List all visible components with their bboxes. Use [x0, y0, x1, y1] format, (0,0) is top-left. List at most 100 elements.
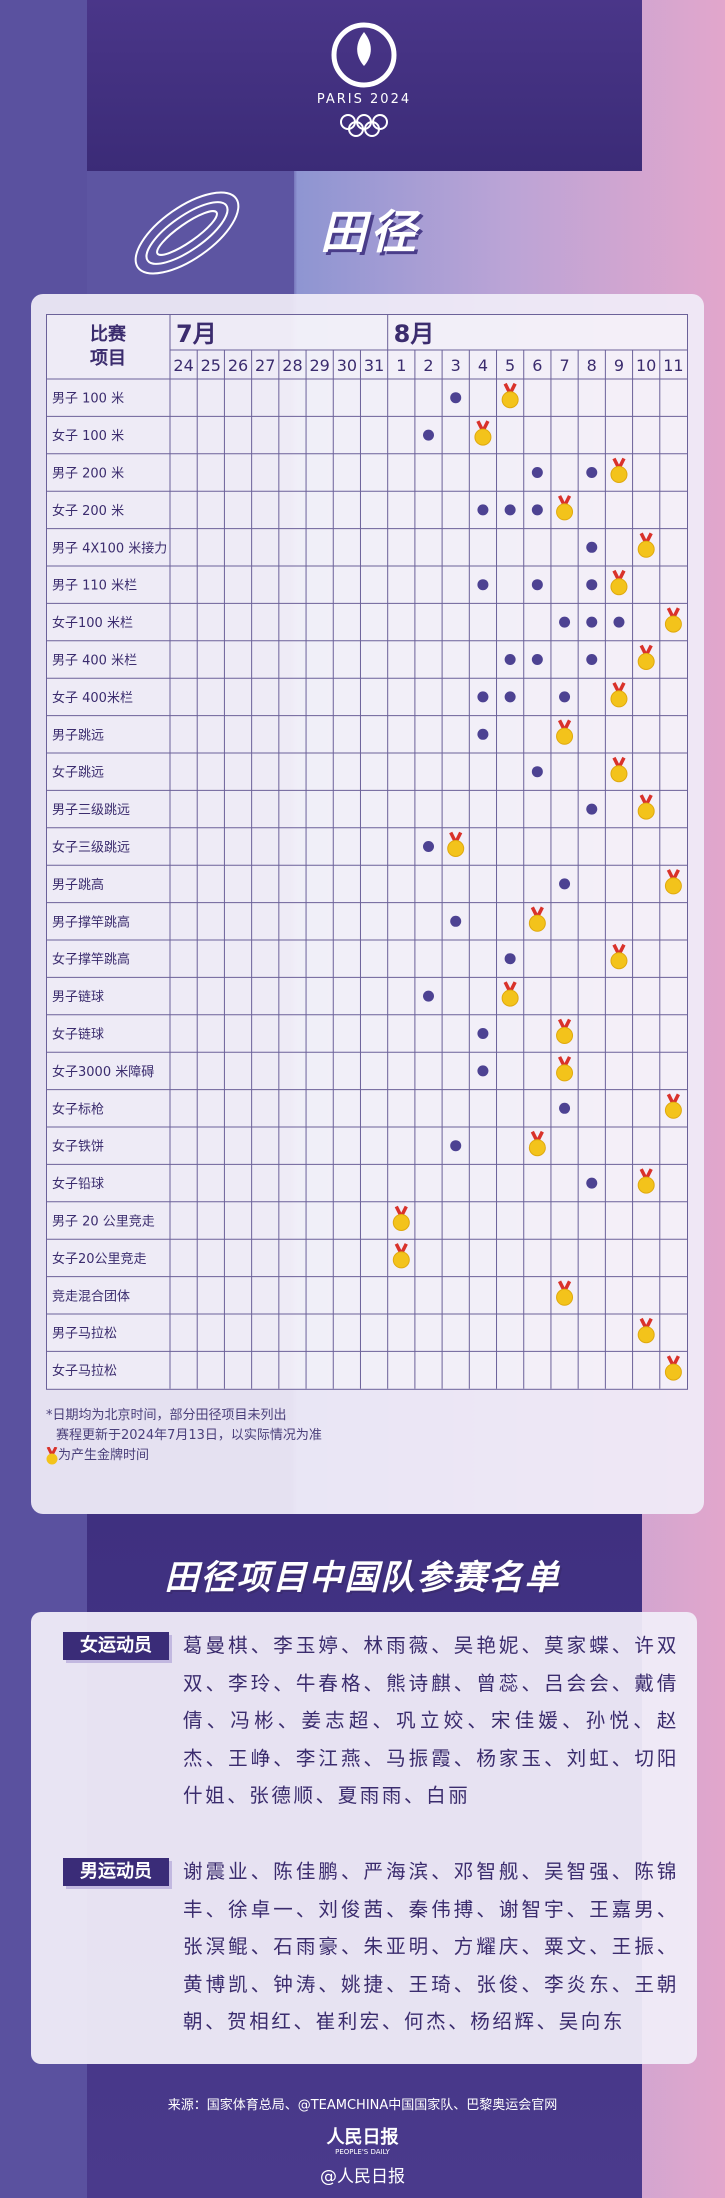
men-names: 谢震业、陈佳鹏、严海滨、邓智舰、吴智强、陈锦丰、徐卓一、刘俊茜、秦伟搏、谢智宇、…	[183, 1860, 679, 2034]
gold-medal	[392, 1205, 410, 1231]
event-name: 女子100 米栏	[52, 615, 133, 631]
day-label: 31	[364, 356, 384, 375]
medal-disc	[556, 503, 574, 521]
title: 田径	[320, 205, 420, 259]
notes: *日期均为北京时间，部分田径项目未列出 赛程更新于2024年7月13日，以实际情…	[46, 1406, 322, 1466]
competition-dot	[450, 392, 462, 404]
day-label: 10	[636, 356, 656, 375]
medal-disc	[501, 391, 519, 409]
competition-dot	[613, 616, 625, 628]
medal-disc	[637, 802, 655, 820]
legend-text: 为产生金牌时间	[58, 1448, 150, 1463]
gold-medal	[447, 831, 465, 857]
medal-disc	[447, 840, 465, 857]
gold-medal	[556, 1056, 574, 1082]
day-label: 4	[478, 356, 488, 375]
medal-disc	[556, 1027, 574, 1044]
women-names: 葛曼棋、李玉婷、林雨薇、吴艳妮、莫家蝶、许双双、李玲、牛春格、熊诗麒、曾蕊、吕会…	[183, 1634, 679, 1808]
gold-medal	[528, 1130, 546, 1157]
competition-dot	[423, 990, 434, 1002]
gold-medal	[501, 981, 519, 1007]
table-bg	[46, 314, 688, 1390]
medal-disc	[528, 914, 546, 932]
day-label: 28	[282, 356, 302, 375]
gold-medal	[610, 943, 628, 970]
event-name: 女子 100 米	[52, 428, 124, 444]
note: *日期均为北京时间，部分田径项目未列出	[46, 1408, 287, 1423]
medal-disc	[610, 466, 628, 483]
day-label: 26	[228, 356, 248, 375]
gold-medal	[474, 420, 492, 446]
gold-medal	[664, 607, 682, 633]
medal-disc	[610, 690, 628, 708]
medal-disc	[528, 1139, 546, 1157]
medal-disc	[637, 540, 655, 558]
medal-disc	[664, 1363, 682, 1381]
gold-medal	[637, 1168, 655, 1194]
day-label: 24	[173, 356, 193, 375]
legend-medal	[46, 1447, 58, 1465]
competition-dot	[450, 1140, 462, 1152]
medal-disc	[556, 1288, 574, 1306]
roster-card: 女运动员 葛曼棋、李玉婷、林雨薇、吴艳妮、莫家蝶、许双双、李玲、牛春格、熊诗麒、…	[31, 1612, 697, 2064]
event-name: 男子链球	[52, 990, 104, 1005]
gold-medal	[664, 869, 682, 895]
women-label: 女运动员	[63, 1632, 169, 1660]
event-name: 男子 4X100 米接力	[52, 540, 167, 556]
competition-dot	[477, 1065, 489, 1077]
event-name: 男子 100 米	[52, 392, 124, 407]
medal-disc	[664, 877, 682, 895]
event-name: 女子撑竿跳高	[52, 952, 130, 968]
event-name: 女子20公里竞走	[52, 1251, 147, 1267]
event-name: 女子3000 米障碍	[52, 1064, 154, 1080]
gold-medal	[637, 532, 655, 558]
medal-disc	[474, 428, 492, 446]
event-name: 男子跳远	[52, 728, 104, 743]
track-icon	[134, 191, 240, 275]
gold-medal	[664, 1355, 682, 1381]
medal-disc	[637, 1176, 655, 1194]
event-name: 女子 200 米	[52, 503, 124, 519]
event-name: 女子标枪	[52, 1101, 104, 1117]
competition-dot	[531, 504, 543, 516]
medal-disc	[610, 578, 628, 596]
competition-dot	[477, 691, 489, 703]
competition-dot	[559, 878, 571, 890]
medal-disc	[556, 727, 574, 745]
logo-cn: 人民日报	[326, 2127, 399, 2148]
competition-dot	[531, 766, 543, 778]
title-band	[87, 171, 294, 294]
gold-medal	[637, 1317, 655, 1344]
competition-dot	[477, 728, 489, 740]
competition-dot	[504, 504, 516, 516]
event-name: 竞走混合团体	[52, 1288, 130, 1304]
day-label: 2	[423, 356, 433, 375]
handle: @人民日报	[320, 2167, 405, 2187]
competition-dot	[477, 1028, 489, 1039]
competition-dot	[559, 691, 571, 703]
logo-text: PARIS 2024	[317, 92, 411, 107]
competition-dot	[586, 1177, 598, 1189]
competition-dot	[477, 579, 489, 591]
gold-medal	[556, 719, 574, 745]
medal-disc	[610, 952, 628, 970]
gold-medal	[610, 756, 628, 783]
medal-disc	[637, 653, 655, 670]
gold-medal	[556, 495, 574, 521]
event-name: 男子 110 米栏	[52, 579, 137, 594]
event-name: 男子跳高	[52, 877, 104, 893]
day-label: 11	[663, 356, 683, 375]
competition-dot	[423, 429, 434, 441]
day-label: 6	[532, 356, 542, 375]
competition-dot	[586, 467, 598, 478]
corner-label: 比赛	[90, 323, 127, 345]
gold-medal	[556, 1018, 574, 1044]
medal-disc	[392, 1214, 410, 1231]
corner-label: 项目	[90, 348, 126, 369]
day-label: 5	[505, 356, 515, 375]
competition-dot	[423, 841, 434, 852]
header: PARIS 2024	[87, 0, 642, 171]
competition-dot	[559, 1102, 571, 1114]
day-label: 27	[255, 356, 275, 375]
